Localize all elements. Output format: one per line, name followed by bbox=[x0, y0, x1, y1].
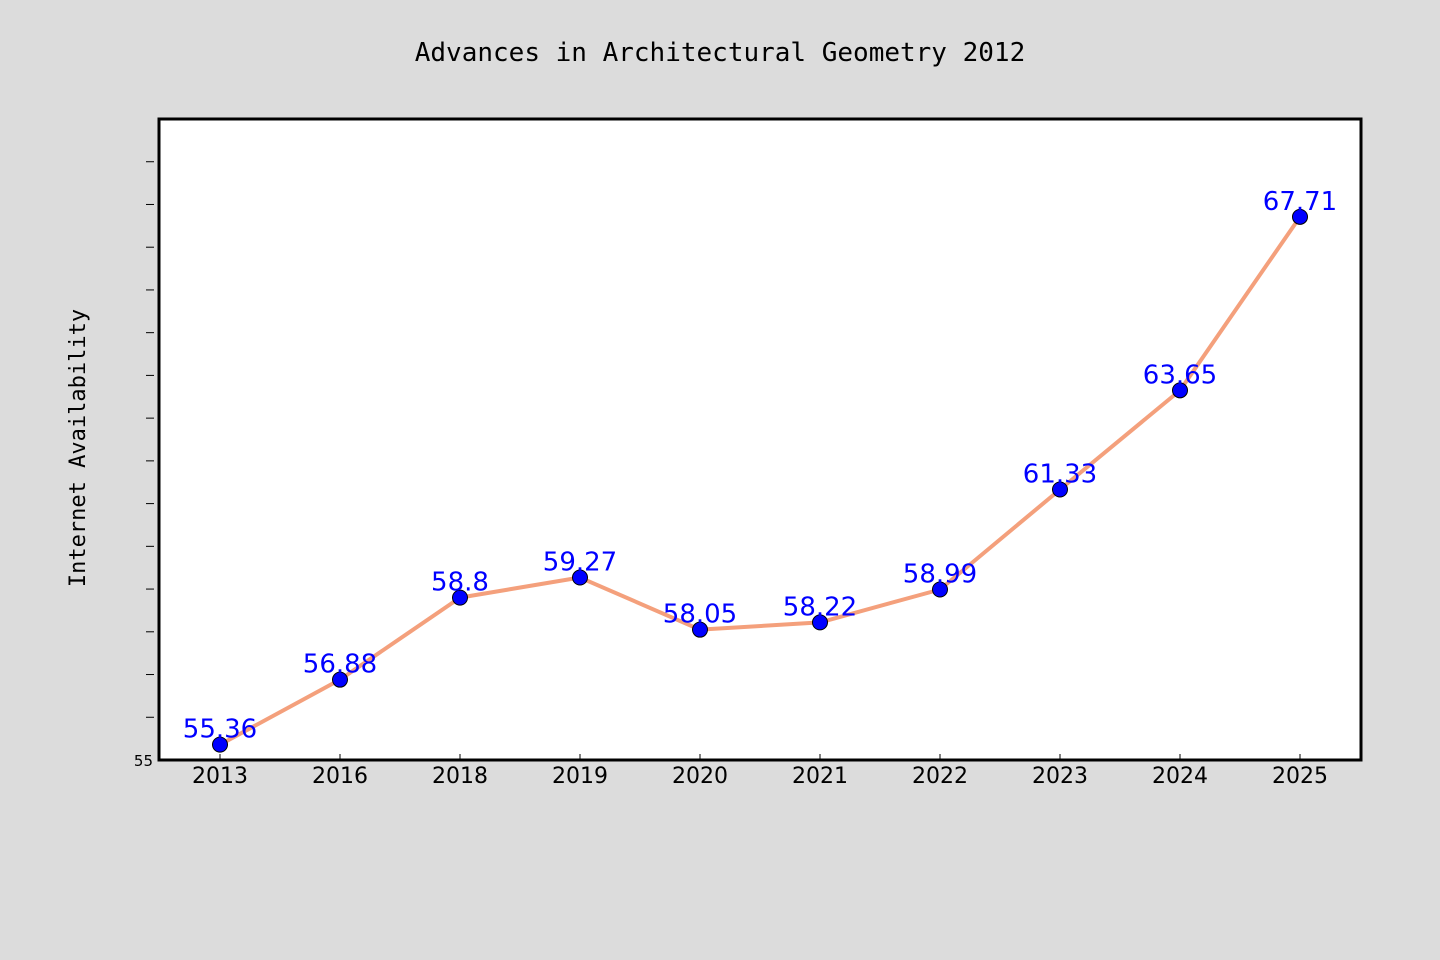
x-tick-label: 2013 bbox=[192, 764, 248, 789]
x-tick-label: 2018 bbox=[432, 764, 488, 789]
data-label: 59.27 bbox=[543, 548, 617, 578]
series-line bbox=[218, 214, 1302, 747]
data-label: 67.71 bbox=[1263, 187, 1337, 217]
data-point-marker bbox=[1292, 208, 1308, 225]
x-tick-label: 2016 bbox=[312, 764, 368, 789]
y-axis-ticks: 55 bbox=[134, 161, 154, 770]
data-label: 61.33 bbox=[1023, 459, 1097, 489]
x-tick-label: 2024 bbox=[1152, 764, 1208, 789]
data-label: 58.99 bbox=[903, 559, 977, 589]
x-axis-ticks: 2013 2016 2018 2019 2020 2021 2022 2023 2024 2025 bbox=[192, 754, 1328, 789]
y-tick-label: 55 bbox=[134, 752, 153, 770]
data-label: 58.22 bbox=[783, 592, 857, 622]
data-label: 63.65 bbox=[1143, 360, 1217, 390]
series-lines bbox=[218, 214, 1302, 747]
data-point-marker bbox=[1052, 481, 1068, 498]
x-tick-label: 2022 bbox=[912, 764, 968, 789]
data-point-marker bbox=[932, 581, 948, 598]
data-label: 56.88 bbox=[303, 650, 377, 680]
data-label: 55.36 bbox=[183, 715, 257, 745]
data-point-marker bbox=[452, 589, 468, 606]
data-point-marker bbox=[812, 614, 828, 631]
data-label: 58.05 bbox=[663, 600, 737, 630]
plot-area bbox=[157, 117, 1363, 762]
data-label: 58.8 bbox=[431, 568, 489, 598]
x-tick-label: 2025 bbox=[1272, 764, 1328, 789]
x-tick-label: 2023 bbox=[1032, 764, 1088, 789]
x-tick-label: 2021 bbox=[792, 764, 848, 789]
series-markers bbox=[212, 208, 1308, 753]
data-labels: 55.36 56.88 58.8 59.27 58.05 58.22 58.99 61.33 6… bbox=[183, 187, 1337, 745]
data-point-marker bbox=[572, 569, 588, 586]
data-point-marker bbox=[212, 736, 228, 753]
y-axis-label: Internet Availability bbox=[66, 309, 91, 587]
chart-title: Advances in Architectural Geometry 2012 bbox=[415, 38, 1025, 68]
data-point-marker bbox=[1172, 382, 1188, 399]
x-tick-label: 2019 bbox=[552, 764, 608, 789]
data-point-marker bbox=[332, 671, 348, 688]
x-tick-label: 2020 bbox=[672, 764, 728, 789]
data-point-marker bbox=[692, 621, 708, 638]
